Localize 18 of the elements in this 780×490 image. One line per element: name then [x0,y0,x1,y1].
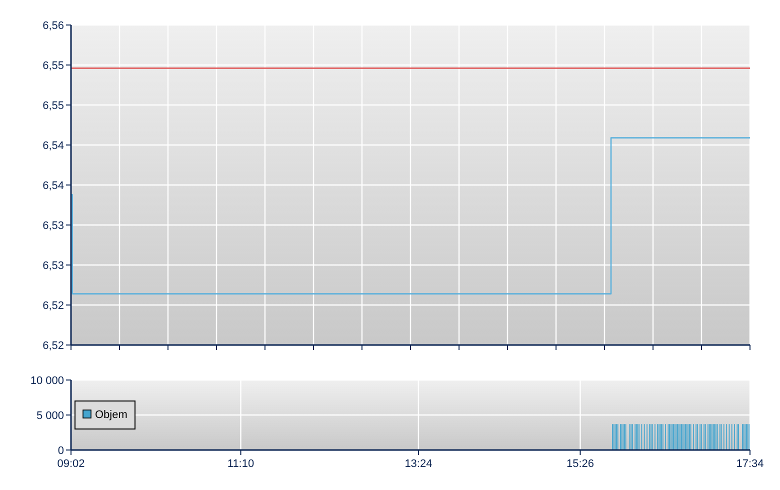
y-tick-label: 6,52 [42,300,64,312]
x-tick-label: 11:10 [227,458,254,470]
legend-label: Objem [95,409,128,421]
y-tick-label: 5 000 [36,410,64,422]
y-tick-label: 6,54 [42,140,64,152]
y-tick-label: 6,55 [42,60,64,72]
y-tick-label: 0 [58,444,64,457]
x-tick-label: 15:26 [566,458,594,470]
x-tick-label: 13:24 [404,458,432,470]
y-tick-label: 10 000 [30,374,64,387]
y-tick-label: 6,53 [42,260,64,272]
y-tick-label: 6,52 [42,340,64,352]
y-tick-label: 6,54 [42,180,64,192]
y-tick-label: 6,56 [42,20,64,32]
y-tick-label: 6,55 [42,100,64,112]
y-tick-label: 6,53 [42,220,64,232]
x-tick-label: 09:02 [57,458,85,470]
x-tick-label: 17:34 [736,458,764,470]
